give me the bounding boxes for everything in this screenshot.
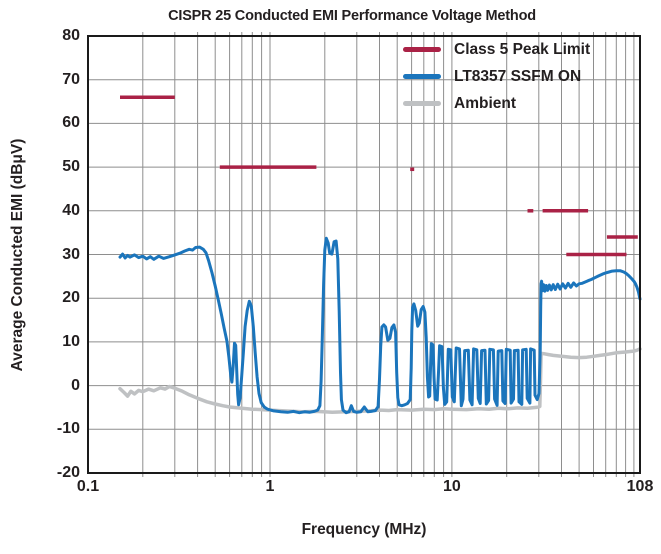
class5-limit-swatch-icon [403, 47, 441, 52]
x-tick-label: 0.1 [76, 478, 100, 495]
y-tick-label: 50 [62, 158, 80, 176]
legend-item-class5-peak-limit: Class 5 Peak Limit [403, 36, 590, 63]
legend-item-lt8357-ssfm-on: LT8357 SSFM ON [403, 63, 590, 90]
y-tick-label: 30 [62, 245, 80, 263]
legend: Class 5 Peak Limit LT8357 SSFM ON Ambien… [403, 36, 590, 117]
y-axis-title: Average Conducted EMI (dBμV) [9, 138, 26, 372]
plot-border [87, 35, 641, 474]
y-tick-label: 70 [62, 70, 80, 88]
ambient-swatch-icon [403, 101, 441, 106]
y-tick-label: 10 [62, 332, 80, 350]
legend-item-ambient: Ambient [403, 90, 590, 117]
y-tick-label: 0 [71, 376, 80, 394]
x-tick-label: 10 [443, 478, 461, 495]
y-tick-label: -20 [56, 464, 80, 481]
x-axis-title: Frequency (MHz) [301, 521, 427, 538]
y-tick-label: 80 [62, 27, 80, 44]
y-tick-label: 60 [62, 114, 80, 132]
legend-label-class5-peak-limit: Class 5 Peak Limit [454, 40, 591, 58]
lt8357-ssfm-swatch-icon [403, 74, 441, 79]
x-tick-label: 1 [265, 478, 275, 495]
y-tick-label: -10 [56, 420, 80, 438]
chart-title: CISPR 25 Conducted EMI Performance Volta… [168, 8, 536, 24]
y-tick-label: 40 [62, 201, 80, 219]
series-line-ambient [118, 347, 642, 415]
x-tick-label: 108 [626, 478, 654, 495]
y-tick-label: 20 [62, 289, 80, 307]
series-line-ssfm [118, 236, 642, 415]
legend-label-ambient: Ambient [454, 94, 516, 112]
legend-label-lt8357-ssfm-on: LT8357 SSFM ON [454, 67, 582, 85]
